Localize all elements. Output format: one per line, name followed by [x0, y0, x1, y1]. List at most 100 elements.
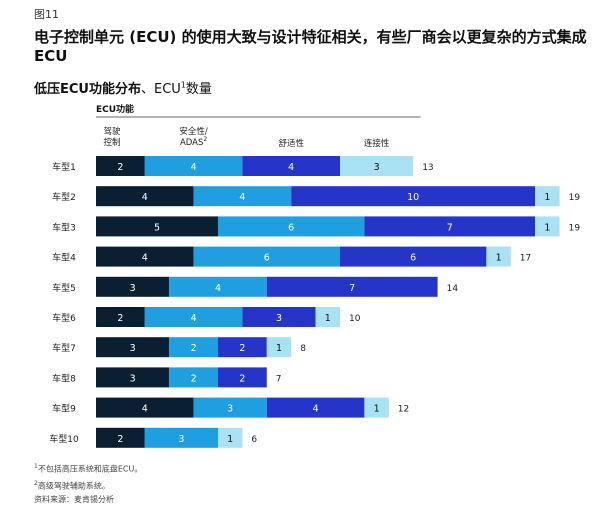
total-label: 8	[300, 344, 306, 354]
segment-value-label: 1	[374, 404, 380, 415]
bar-segment	[218, 367, 267, 388]
total-label: 17	[520, 254, 531, 264]
category-label: 车型9	[52, 403, 76, 415]
segment-value-label: 3	[227, 404, 233, 415]
bar-segment	[535, 186, 560, 207]
segment-value-label: 3	[130, 373, 136, 384]
bar-segment	[169, 276, 267, 297]
bar-segment	[96, 337, 170, 358]
subtitle-footnote-mark: 1	[180, 80, 186, 90]
bar-segment	[169, 367, 218, 388]
bar-segment	[96, 397, 194, 418]
segment-value-label: 2	[239, 373, 245, 384]
bar-segment	[340, 246, 487, 267]
segment-value-label: 3	[374, 162, 380, 173]
legend-label-3: 舒适性	[278, 138, 304, 149]
segment-value-label: 4	[215, 283, 221, 294]
segment-value-label: 4	[239, 192, 245, 203]
segment-value-label: 6	[288, 222, 294, 233]
segment-value-label: 2	[117, 434, 123, 445]
segment-value-label: 6	[410, 253, 416, 264]
segment-value-label: 4	[313, 404, 319, 415]
segment-value-label: 2	[191, 373, 197, 384]
total-label: 6	[251, 435, 257, 445]
bar-segment	[96, 216, 218, 237]
subtitle-tail: 数量	[185, 82, 212, 97]
legend-label-2-line2: ADAS2	[180, 136, 207, 148]
category-label: 车型2	[52, 191, 76, 203]
total-label: 10	[349, 314, 361, 324]
bar-segment	[96, 427, 145, 448]
segment-value-label: 6	[264, 253, 270, 264]
legend-label-2-line1: 安全性/	[179, 126, 208, 137]
category-label: 车型4	[52, 252, 76, 264]
footnote-text: 不包括高压系统和底盘ECU。	[37, 464, 143, 474]
bar-segment	[291, 186, 536, 207]
footnote-3: 资料来源：麦肯锡分析	[34, 493, 142, 507]
segment-value-label: 2	[239, 343, 245, 354]
segment-value-label: 4	[142, 404, 148, 415]
category-label: 车型6	[52, 312, 76, 324]
category-label: 车型8	[52, 372, 76, 384]
segment-value-label: 1	[544, 192, 550, 203]
bar-segment	[535, 216, 560, 237]
segment-value-label: 3	[130, 283, 136, 294]
segment-value-label: 7	[349, 283, 355, 294]
segment-value-label: 4	[288, 162, 294, 173]
footnote-2: 2高级驾驶辅助系统。	[34, 477, 142, 494]
segment-value-label: 3	[178, 434, 184, 445]
bar-segment	[96, 246, 194, 267]
chart-title: 电子控制单元 (ECU) 的使用大致与设计特征相关，有些厂商会以更复杂的方式集成…	[34, 28, 587, 65]
segment-value-label: 4	[142, 253, 148, 264]
legend-label-1-line1: 驾驶	[103, 126, 121, 137]
bar-segment	[144, 427, 218, 448]
segment-value-label: 3	[276, 313, 282, 324]
bar-segment	[266, 337, 292, 358]
total-label: 12	[398, 405, 409, 415]
segment-value-label: 1	[227, 434, 233, 445]
bar-segment	[242, 307, 316, 327]
segment-value-label: 5	[154, 222, 160, 233]
bar-segment	[315, 307, 340, 327]
bar-segment	[218, 427, 243, 448]
category-label: 车型10	[49, 433, 79, 445]
bar-segment	[96, 307, 145, 327]
bar-segment	[218, 337, 267, 358]
bar-segment	[364, 397, 389, 418]
category-label: 车型5	[52, 282, 76, 294]
total-label: 7	[276, 374, 282, 384]
total-label: 13	[422, 163, 433, 173]
legend-label-4: 连接性	[364, 138, 390, 149]
segment-value-label: 4	[142, 192, 148, 203]
footnote-mark: 1	[34, 463, 38, 470]
segment-value-label: 3	[130, 343, 136, 354]
bar-segment	[218, 216, 365, 237]
bar-segment	[340, 156, 414, 176]
bar-segment	[193, 186, 292, 207]
total-label: 14	[447, 284, 459, 294]
axis-label: ECU功能	[96, 103, 134, 115]
bar-segment	[169, 337, 218, 358]
category-label: 车型7	[52, 342, 76, 354]
bar-segment	[193, 397, 267, 418]
segment-value-label: 7	[447, 222, 453, 233]
figure-label: 图11	[34, 8, 59, 21]
category-label: 车型3	[52, 221, 76, 233]
bar-segment	[96, 186, 194, 207]
segment-value-label: 2	[191, 343, 197, 354]
bar-segment	[96, 276, 170, 297]
chart-subtitle: 低压ECU功能分布、ECU1数量	[34, 78, 212, 97]
bar-segment	[486, 246, 511, 267]
segment-value-label: 1	[325, 313, 331, 324]
footnote-text: 高级驾驶辅助系统。	[37, 481, 110, 491]
segment-value-label: 10	[407, 192, 419, 203]
bar-segment	[144, 307, 243, 327]
total-label: 19	[569, 193, 581, 203]
bar-segment	[242, 156, 340, 176]
segment-value-label: 1	[496, 253, 502, 264]
segment-value-label: 2	[117, 313, 123, 324]
footnote-text: 资料来源：麦肯锡分析	[34, 495, 114, 505]
bar-segment	[96, 367, 170, 388]
bar-segment	[96, 156, 145, 176]
